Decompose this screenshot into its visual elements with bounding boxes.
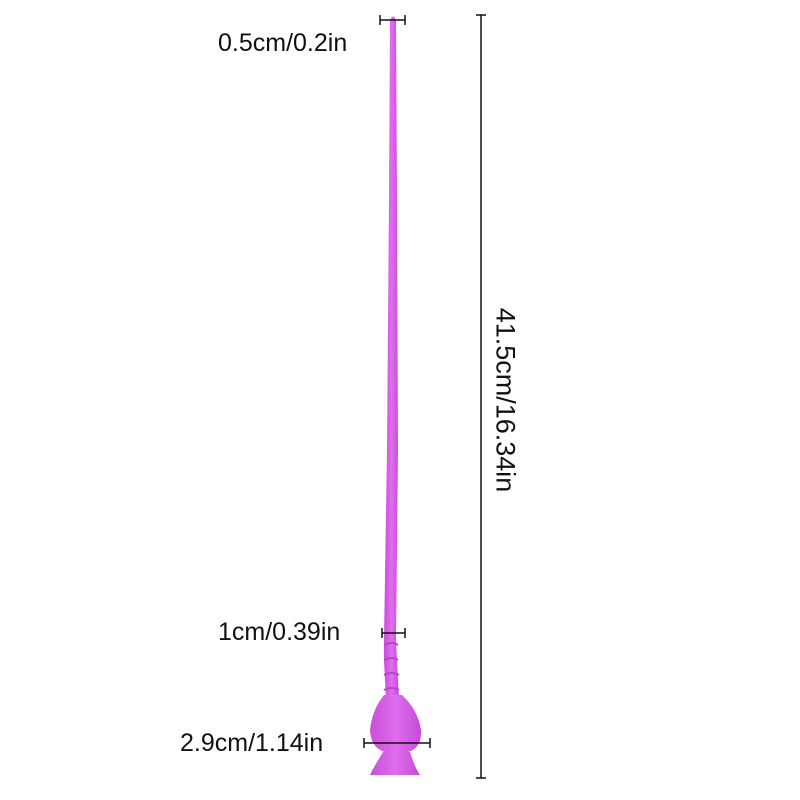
shaft-width-label: 1cm/0.39in xyxy=(218,618,341,646)
tip-width-label: 0.5cm/0.2in xyxy=(218,29,348,57)
total-length-label: 41.5cm/16.34in xyxy=(490,307,521,493)
silicone-rod xyxy=(370,16,422,775)
base-width-label: 2.9cm/1.14in xyxy=(180,729,324,757)
dimension-lines xyxy=(363,14,486,779)
